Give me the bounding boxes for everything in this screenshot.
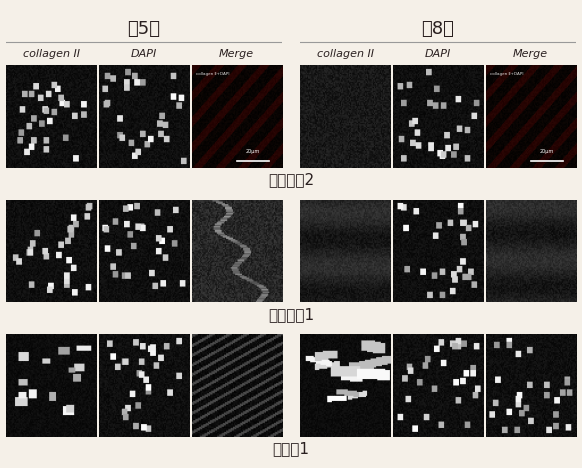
Text: 对比实例1: 对比实例1 <box>268 307 314 322</box>
Text: DAPI: DAPI <box>131 49 157 59</box>
Text: Merge: Merge <box>513 49 548 59</box>
Text: 20μm: 20μm <box>246 149 260 154</box>
Text: 对比实例2: 对比实例2 <box>268 172 314 187</box>
Text: collagen II: collagen II <box>23 49 80 59</box>
Text: 第8天: 第8天 <box>421 20 455 38</box>
Text: collagen II: collagen II <box>317 49 374 59</box>
Text: DAPI: DAPI <box>425 49 451 59</box>
Text: 第5天: 第5天 <box>127 20 161 38</box>
Text: collagen Ⅱ+DAPI: collagen Ⅱ+DAPI <box>489 72 523 76</box>
Text: Merge: Merge <box>219 49 254 59</box>
Text: 实施例1: 实施例1 <box>272 441 310 456</box>
Text: collagen Ⅱ+DAPI: collagen Ⅱ+DAPI <box>196 72 229 76</box>
Text: 20μm: 20μm <box>540 149 553 154</box>
